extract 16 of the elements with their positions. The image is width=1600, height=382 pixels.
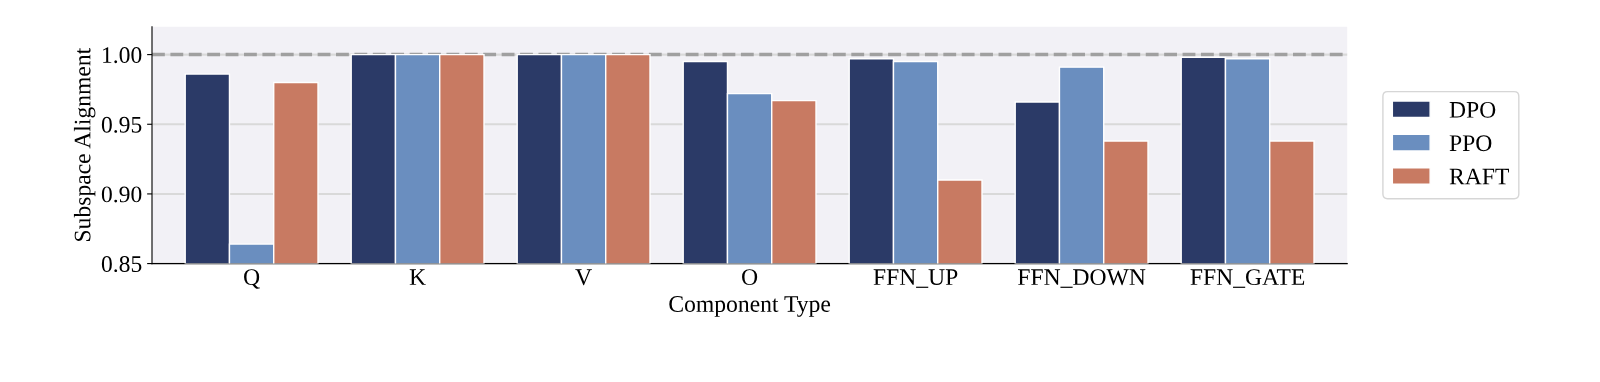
legend-label: PPO (1449, 135, 1492, 152)
y-tick-label: 0.90 (101, 186, 142, 203)
x-tick-label: FFN_UP (873, 269, 958, 288)
y-tick-label: 1.00 (103, 47, 142, 64)
x-tick-label: Q (244, 269, 260, 289)
y-axis-title: Subspace Alignment (73, 47, 96, 241)
x-tick-label: V (575, 269, 592, 286)
y-tick-label: 0.85 (101, 256, 142, 273)
y-tick-label: 0.95 (101, 116, 142, 133)
x-tick-label: FFN_GATE (1190, 269, 1305, 288)
x-tick-label: O (742, 269, 758, 286)
x-tick-label: K (409, 269, 426, 285)
x-axis-title: Component Type (669, 296, 831, 317)
legend-label: DPO (1449, 101, 1496, 118)
x-tick-label: FFN_DOWN (1018, 269, 1146, 288)
legend-label: RAFT (1449, 168, 1509, 185)
